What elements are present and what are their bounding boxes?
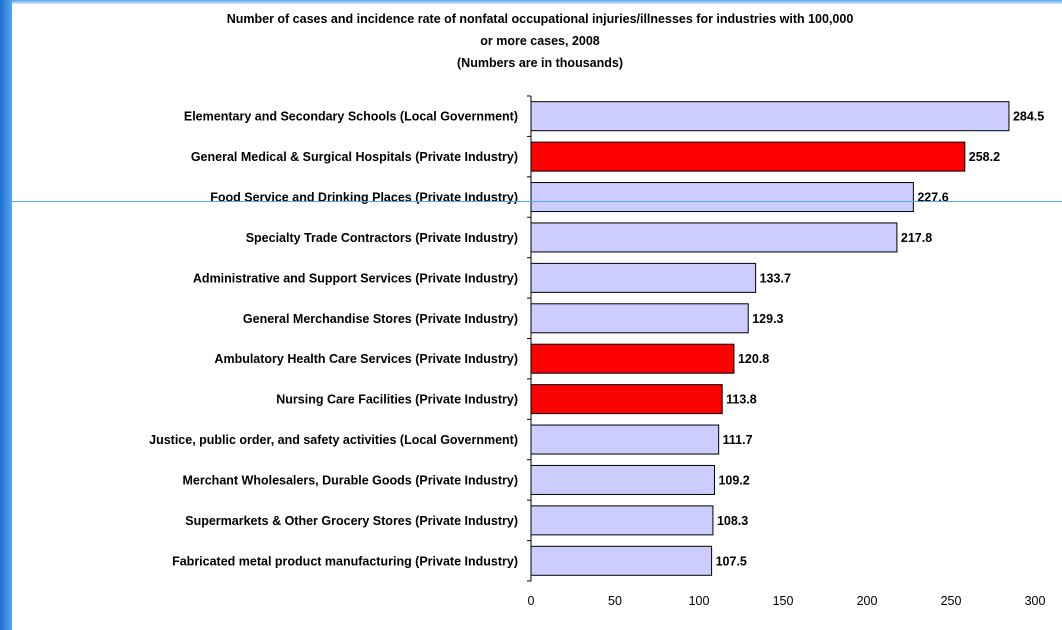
- x-tick-label-0: 0: [528, 594, 535, 608]
- value-label-10: 108.3: [717, 514, 748, 528]
- x-tick-label-1: 50: [608, 594, 622, 608]
- bar-8: [530, 424, 720, 455]
- chart-title: Number of cases and incidence rate of no…: [20, 8, 1060, 74]
- bar-6: [530, 343, 735, 374]
- category-label-5: General Merchandise Stores (Private Indu…: [243, 312, 518, 326]
- value-label-3: 217.8: [901, 231, 932, 245]
- bar-4: [530, 262, 757, 293]
- value-label-0: 284.5: [1013, 110, 1044, 124]
- x-tick-label-6: 300: [1025, 594, 1046, 608]
- chart-subtitle: (Numbers are in thousands): [457, 56, 623, 70]
- bar-5: [530, 303, 749, 334]
- bar-0: [530, 101, 1010, 132]
- x-tick-label-3: 150: [773, 594, 794, 608]
- value-label-6: 120.8: [738, 352, 769, 366]
- bar-9: [530, 464, 715, 495]
- value-label-2: 227.6: [917, 191, 948, 205]
- category-label-0: Elementary and Secondary Schools (Local …: [184, 110, 518, 124]
- x-tick-label-4: 200: [857, 594, 878, 608]
- value-label-11: 107.5: [716, 554, 747, 568]
- x-tick-label-5: 250: [941, 594, 962, 608]
- x-tick-label-2: 100: [689, 594, 710, 608]
- chart-title-line-1: Number of cases and incidence rate of no…: [226, 12, 854, 26]
- bar-1: [530, 141, 966, 172]
- category-label-7: Nursing Care Facilities (Private Industr…: [276, 393, 518, 407]
- category-label-8: Justice, public order, and safety activi…: [149, 433, 518, 447]
- category-label-6: Ambulatory Health Care Services (Private…: [214, 352, 518, 366]
- category-label-9: Merchant Wholesalers, Durable Goods (Pri…: [183, 473, 519, 487]
- value-label-5: 129.3: [752, 312, 783, 326]
- decorative-divider-line: [12, 201, 1062, 202]
- category-label-3: Specialty Trade Contractors (Private Ind…: [246, 231, 518, 245]
- category-label-4: Administrative and Support Services (Pri…: [193, 271, 518, 285]
- bar-10: [530, 505, 714, 536]
- chart-title-line-2: or more cases, 2008: [480, 34, 600, 48]
- category-label-10: Supermarkets & Other Grocery Stores (Pri…: [185, 514, 518, 528]
- value-label-1: 258.2: [969, 150, 1000, 164]
- category-label-11: Fabricated metal product manufacturing (…: [172, 554, 518, 568]
- frame-left-border: [0, 0, 12, 630]
- value-label-4: 133.7: [760, 271, 791, 285]
- value-label-9: 109.2: [718, 473, 749, 487]
- value-label-7: 113.8: [726, 393, 757, 407]
- category-label-2: Food Service and Drinking Places (Privat…: [210, 191, 518, 205]
- bar-3: [530, 222, 898, 253]
- axis-layer: [527, 95, 532, 582]
- bar-2: [530, 182, 914, 213]
- bar-11: [530, 545, 713, 576]
- bar-7: [530, 384, 723, 415]
- category-label-1: General Medical & Surgical Hospitals (Pr…: [191, 150, 518, 164]
- frame-top-border: [12, 0, 1062, 4]
- value-label-8: 111.7: [723, 433, 753, 447]
- bars-layer: [530, 101, 1010, 576]
